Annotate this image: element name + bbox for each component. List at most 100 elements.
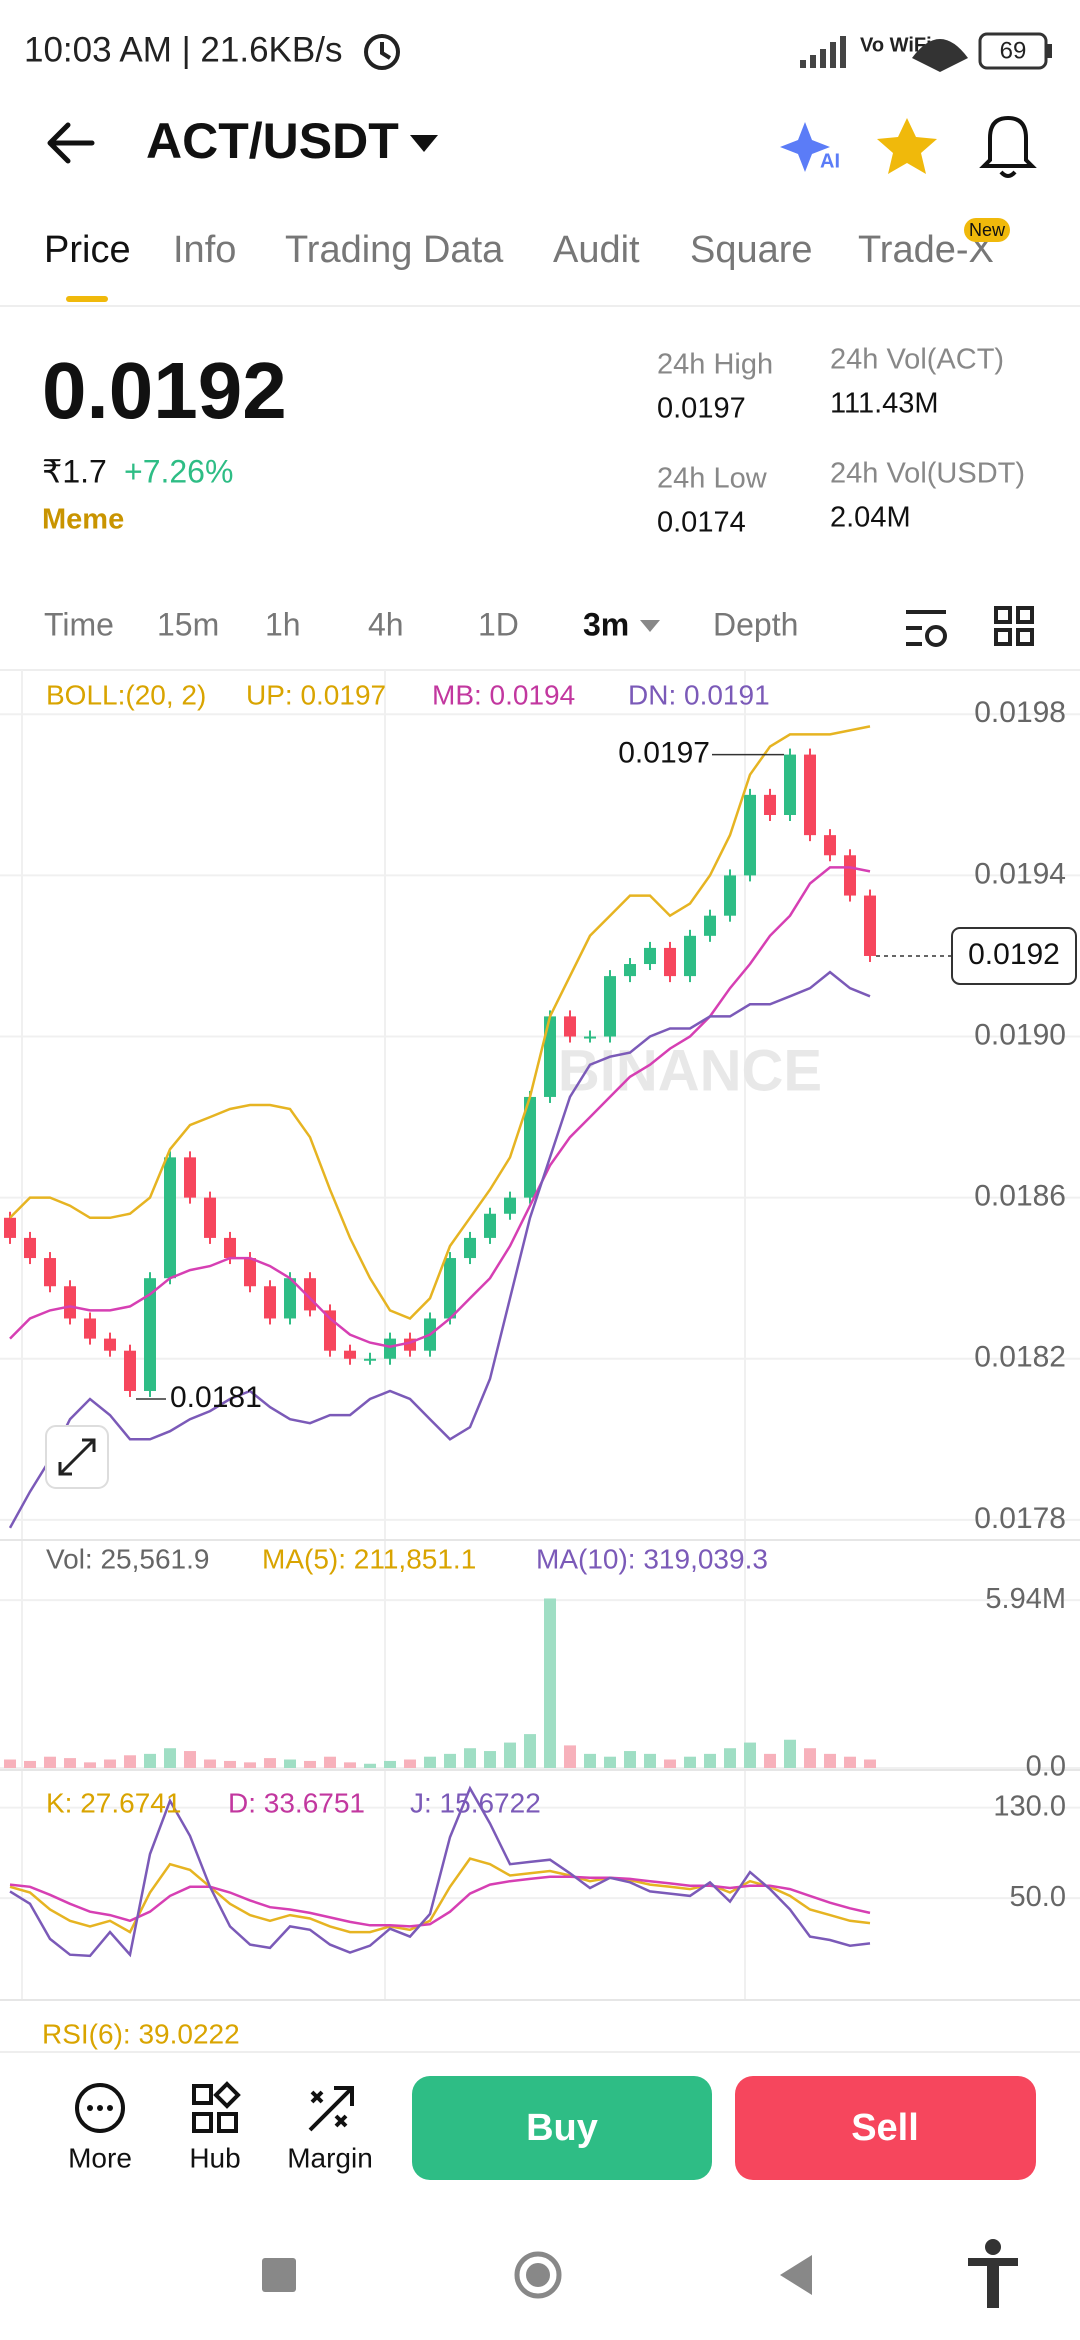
nav-back[interactable] <box>780 2255 812 2295</box>
tab[interactable]: Price <box>44 229 131 271</box>
candle <box>24 1237 36 1259</box>
pair-dropdown[interactable] <box>410 135 438 152</box>
candle <box>184 1157 196 1198</box>
stat-value: 111.43M <box>830 388 939 420</box>
timeframe[interactable]: 4h <box>368 606 404 642</box>
vowifi: Vo WiFi <box>860 34 932 56</box>
y-tick-label: 0.0186 <box>974 1180 1066 1213</box>
sell-button[interactable] <box>735 2076 1036 2180</box>
candle <box>644 947 656 965</box>
stat-value: 0.0174 <box>657 507 746 539</box>
ai-label: AI <box>820 150 840 172</box>
volume-bar <box>524 1734 536 1768</box>
status-time: 10:03 AM | 21.6KB/s <box>24 30 342 69</box>
wifi-icon <box>912 39 968 72</box>
volume-bar <box>404 1759 416 1768</box>
volume-bar <box>724 1748 736 1768</box>
fullscreen-icon <box>58 1438 96 1476</box>
nav-recents[interactable] <box>262 2258 296 2292</box>
candle <box>564 1016 576 1037</box>
legend-item: UP: 0.0197 <box>246 679 386 710</box>
candle <box>204 1197 216 1238</box>
volume-bar <box>104 1759 116 1768</box>
new-badge-bg <box>964 218 1010 242</box>
back-button[interactable] <box>47 122 95 164</box>
volume-bar <box>644 1753 656 1768</box>
candle <box>4 1217 16 1238</box>
tab[interactable]: Info <box>173 229 236 271</box>
volume-bar <box>684 1756 696 1768</box>
favorite-button[interactable] <box>877 118 937 174</box>
candle <box>524 1096 536 1198</box>
volume-bar <box>124 1755 136 1768</box>
candle <box>364 1358 376 1361</box>
alert-button[interactable] <box>979 115 1037 178</box>
active-tab-indicator <box>66 296 108 302</box>
tab[interactable]: Audit <box>553 229 640 271</box>
volume-bar <box>564 1745 576 1768</box>
volume-bar <box>804 1748 816 1768</box>
timeframe[interactable]: Depth <box>713 606 798 642</box>
stat-label: 24h Vol(USDT) <box>830 458 1025 490</box>
volume-bar <box>364 1763 376 1768</box>
candle <box>224 1237 236 1259</box>
volume-bar <box>264 1758 276 1768</box>
margin-icon[interactable] <box>308 2086 354 2132</box>
volume-bar <box>704 1753 716 1768</box>
battery <box>978 32 1048 70</box>
ai-button[interactable] <box>780 122 830 172</box>
tab[interactable]: Trading Data <box>285 229 504 271</box>
volume-bar <box>84 1762 96 1768</box>
candle <box>584 1036 596 1039</box>
candle <box>84 1318 96 1339</box>
timeframe[interactable]: 1h <box>265 606 301 642</box>
volume-bar <box>584 1753 596 1768</box>
candle <box>344 1350 356 1359</box>
candle <box>284 1278 296 1319</box>
legend-item: BOLL:(20, 2) <box>46 679 206 710</box>
buy-label: Buy <box>526 2107 598 2149</box>
indicator-settings-button[interactable] <box>906 610 947 647</box>
candle <box>624 964 636 977</box>
layout-button[interactable] <box>994 606 1034 646</box>
y-tick-label: 0.0194 <box>974 857 1066 890</box>
candle <box>124 1350 136 1391</box>
volume-bar <box>324 1756 336 1768</box>
candle <box>704 915 716 936</box>
nav-home[interactable] <box>514 2251 562 2299</box>
buy-button[interactable] <box>412 2076 712 2180</box>
volume-bar <box>344 1762 356 1768</box>
volume-bar <box>744 1742 756 1768</box>
legend-item: J: 15.6722 <box>410 1787 541 1818</box>
volume-bar <box>504 1742 516 1768</box>
timeframe[interactable]: Time <box>44 606 114 642</box>
stats: 24h High 0.0197 24h Vol(ACT) 111.43M 24h Low… <box>657 344 1025 539</box>
timeframe[interactable]: 15m <box>157 606 219 642</box>
current-price-box <box>951 926 1077 985</box>
timeframe-bar: Time 15m 1h 4h 1D 3m Depth <box>44 606 798 642</box>
more-icon[interactable] <box>75 2083 125 2133</box>
nav-home-dot <box>526 2263 550 2287</box>
candle <box>724 875 736 916</box>
y-tick-label: 0.0 <box>1026 1751 1066 1783</box>
candle <box>384 1338 396 1359</box>
volume-bar <box>824 1753 836 1768</box>
tab[interactable]: Square <box>690 229 813 271</box>
timeframe-dropdown[interactable] <box>640 620 660 632</box>
candle <box>804 754 816 836</box>
candle <box>44 1258 56 1287</box>
hub-icon[interactable] <box>192 2081 241 2133</box>
volume-bar <box>604 1756 616 1768</box>
price-change: +7.26% <box>124 453 233 489</box>
candle <box>764 794 776 815</box>
timeframe[interactable]: 3m <box>583 606 629 642</box>
volume-bar <box>24 1760 36 1768</box>
new-badge: New <box>969 220 1006 240</box>
timeframe[interactable]: 1D <box>478 606 519 642</box>
volume-bar <box>304 1760 316 1768</box>
volume-bar <box>44 1756 56 1768</box>
pair-title[interactable]: ACT/USDT <box>146 113 399 169</box>
sell-label: Sell <box>851 2107 919 2149</box>
accessibility-button[interactable] <box>968 2239 1018 2308</box>
